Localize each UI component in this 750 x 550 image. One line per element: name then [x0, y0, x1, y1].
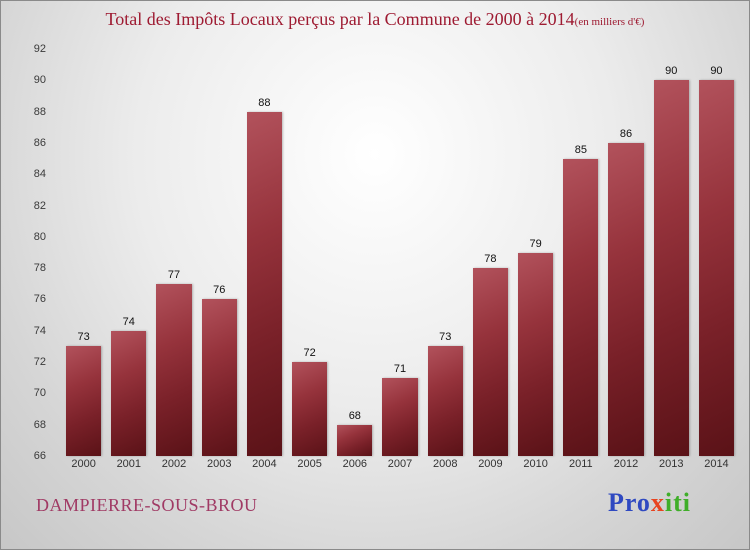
bar-value-label: 72 — [303, 347, 316, 360]
bar-slot: 74 — [106, 49, 151, 456]
x-tick-label: 2006 — [342, 458, 368, 470]
bar-slot: 71 — [377, 49, 422, 456]
plot-area: 73 74 77 76 88 72 68 71 73 78 79 85 86 90 90 — [61, 49, 739, 456]
chart-header: Total des Impôts Locaux perçus par la Co… — [1, 9, 749, 30]
y-tick-label: 70 — [33, 387, 46, 400]
bar-value-label: 74 — [122, 315, 135, 328]
bar-slot: 73 — [61, 49, 106, 456]
bar-slot: 90 — [649, 49, 694, 456]
bar — [608, 142, 644, 456]
bar-slot: 72 — [287, 49, 332, 456]
bar-value-label: 90 — [665, 65, 678, 78]
bar — [653, 80, 689, 456]
bar-value-label: 71 — [393, 362, 407, 375]
y-tick-label: 92 — [33, 43, 46, 55]
bar-value-label: 86 — [619, 127, 633, 140]
bar — [156, 283, 192, 456]
bar-slot: 68 — [332, 49, 377, 456]
bar-slot: 73 — [423, 49, 468, 456]
bar-value-label: 68 — [348, 409, 361, 422]
bar-slot: 76 — [197, 49, 242, 456]
bar — [65, 346, 102, 456]
bar — [698, 80, 735, 456]
x-tick-label: 2009 — [478, 458, 503, 470]
y-tick-label: 74 — [33, 324, 46, 337]
y-tick-label: 80 — [33, 230, 46, 243]
y-tick-label: 90 — [33, 74, 46, 87]
y-tick-label: 84 — [33, 168, 46, 181]
x-tick-label: 2000 — [71, 458, 96, 470]
y-tick-label: 68 — [33, 418, 46, 431]
bar — [382, 377, 418, 456]
bar — [427, 346, 463, 456]
x-tick-label: 2007 — [387, 458, 413, 470]
bar — [518, 252, 554, 456]
x-tick-label: 2013 — [659, 458, 684, 470]
x-tick-label: 2001 — [116, 458, 142, 470]
y-tick-label: 76 — [33, 293, 46, 306]
y-tick-label: 88 — [33, 105, 46, 118]
y-tick-label: 78 — [33, 262, 46, 275]
bar — [201, 299, 237, 456]
bar-value-label: 73 — [439, 331, 452, 344]
bar — [291, 362, 328, 456]
bar-slot: 79 — [513, 49, 558, 456]
chart-title: Total des Impôts Locaux perçus par la Co… — [105, 9, 575, 29]
bar-value-label: 73 — [77, 331, 90, 344]
bar-slot: 77 — [151, 49, 196, 456]
bar-value-label: 79 — [529, 237, 542, 250]
logo-text-pro: Pro — [607, 488, 651, 517]
bar — [472, 268, 509, 456]
bar-value-label: 77 — [167, 268, 181, 281]
x-axis-labels: 2000 2001 2002 2003 2004 2005 2006 2007 2008 2009… — [61, 458, 739, 470]
bar-slot: 86 — [603, 49, 648, 456]
bar-value-label: 88 — [258, 96, 271, 109]
bar — [337, 424, 373, 456]
bar-slot: 85 — [558, 49, 603, 456]
bar-value-label: 76 — [213, 284, 226, 297]
y-tick-label: 66 — [33, 450, 46, 462]
bar-value-label: 85 — [574, 143, 587, 156]
x-tick-label: 2008 — [432, 458, 458, 470]
proxiti-logo[interactable]: Proxiti — [608, 488, 691, 518]
x-tick-label: 2011 — [569, 458, 593, 470]
bar-slot: 88 — [242, 49, 287, 456]
bar — [563, 158, 599, 456]
x-tick-label: 2002 — [161, 458, 187, 470]
y-axis: 66 68 70 72 74 76 78 80 82 84 86 88 90 92 — [1, 43, 56, 462]
x-tick-label: 2014 — [704, 458, 729, 470]
x-tick-label: 2010 — [523, 458, 548, 470]
bar-slot: 78 — [468, 49, 513, 456]
bar-value-label: 90 — [710, 65, 723, 78]
x-tick-label: 2012 — [613, 458, 639, 470]
y-tick-label: 82 — [33, 199, 46, 212]
commune-name: DAMPIERRE-SOUS-BROU — [36, 495, 258, 515]
logo-text-iti: iti — [664, 488, 691, 517]
bar — [111, 330, 147, 456]
x-tick-label: 2005 — [297, 458, 322, 470]
y-tick-label: 86 — [33, 136, 46, 149]
bar-slot: 90 — [694, 49, 739, 456]
bar — [246, 111, 283, 456]
logo-text-x: x — [650, 488, 665, 517]
y-tick-label: 72 — [33, 356, 46, 369]
chart-subtitle: (en milliers d'€) — [574, 16, 645, 28]
x-tick-label: 2004 — [252, 458, 277, 470]
bar-value-label: 78 — [484, 253, 497, 266]
x-tick-label: 2003 — [206, 458, 232, 470]
